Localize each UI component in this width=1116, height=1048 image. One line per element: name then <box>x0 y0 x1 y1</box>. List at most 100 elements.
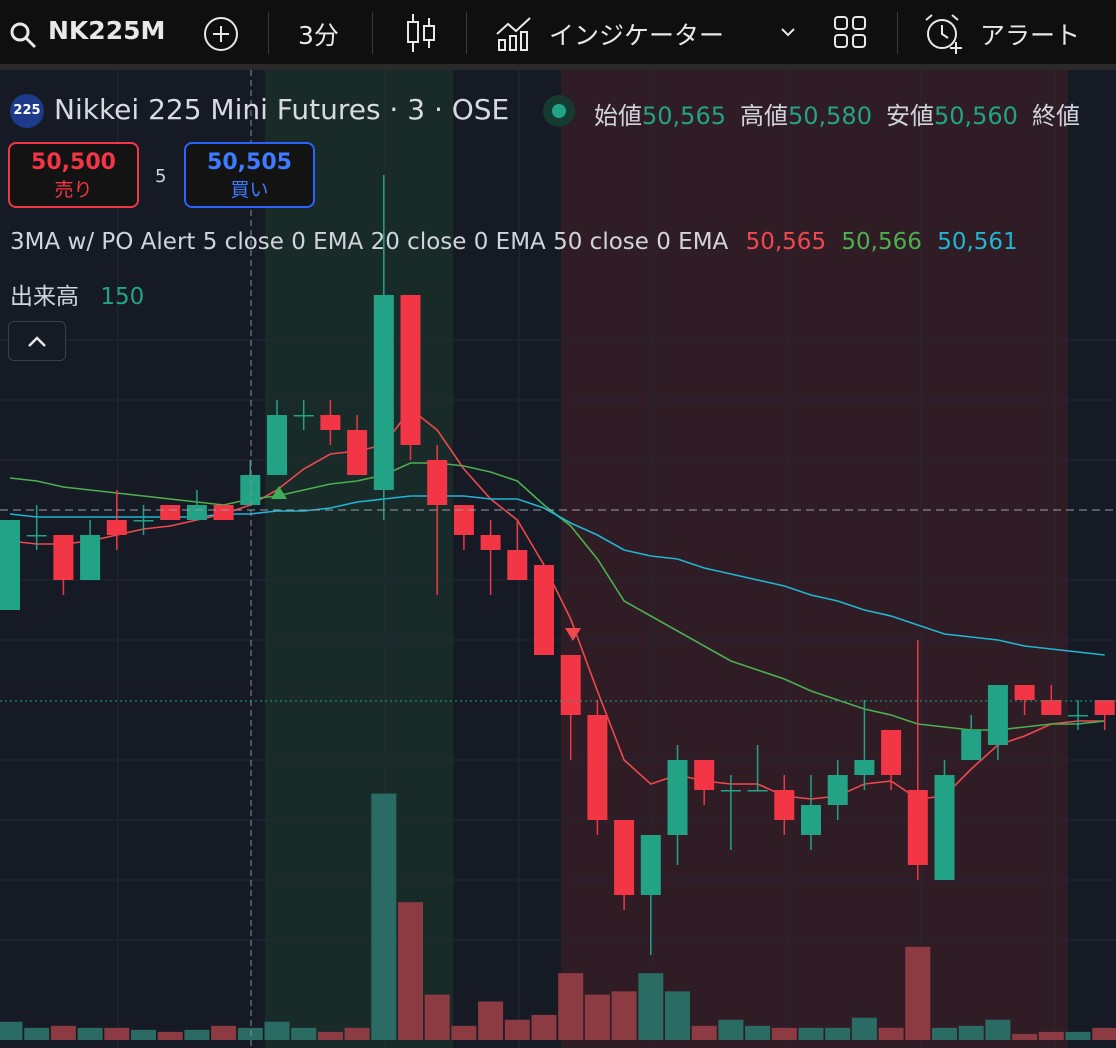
volume-bar <box>531 1014 557 1040</box>
volume-bar <box>1012 1033 1038 1040</box>
volume-bar <box>691 1025 717 1040</box>
candle-body <box>480 535 501 550</box>
volume-bar <box>131 1029 156 1040</box>
candle-body <box>0 520 20 610</box>
candle-body <box>320 415 341 430</box>
candle-body <box>213 505 234 520</box>
volume-bar <box>1092 1027 1116 1040</box>
collapse-button[interactable] <box>8 321 66 361</box>
volume-bar <box>665 991 690 1040</box>
volume-value: 150 <box>100 284 145 310</box>
candle-body <box>560 655 581 715</box>
dropdown[interactable] <box>779 26 797 40</box>
candle-body <box>373 295 394 490</box>
volume-bar <box>825 1027 851 1040</box>
volume-bar <box>478 1001 504 1040</box>
indicator-value: 50,566 <box>841 229 922 255</box>
volume-bar <box>798 1027 824 1040</box>
candle-body <box>774 790 795 820</box>
candle-body <box>106 520 127 535</box>
volume-bar <box>264 1021 290 1040</box>
indicators-button[interactable]: インジケーター <box>549 21 725 50</box>
chart-type[interactable] <box>404 12 438 54</box>
volume-bar <box>745 1025 771 1040</box>
volume-bar <box>985 1019 1011 1040</box>
candle-body <box>801 805 821 835</box>
search-icon[interactable] <box>8 20 38 50</box>
candle-body <box>1041 700 1062 715</box>
volume-bar <box>77 1027 103 1040</box>
candle-body <box>987 685 1008 745</box>
volume-bar <box>24 1027 50 1040</box>
candle-layer <box>0 175 1115 955</box>
volume-bar <box>237 1027 263 1040</box>
signal-zone-buy <box>265 70 453 1048</box>
candle-body <box>534 565 554 655</box>
ohlc-value: 50,560 <box>933 102 1018 130</box>
volume-bar <box>851 1017 877 1040</box>
layout-icon[interactable] <box>833 15 869 51</box>
candle-body <box>854 760 875 775</box>
separator <box>268 12 269 54</box>
volume-bar <box>398 902 423 1040</box>
candle-body <box>667 760 688 835</box>
indicator-icon[interactable] <box>494 14 534 52</box>
ohlc-label: 終値 <box>1031 102 1080 130</box>
sell-signal <box>565 628 581 641</box>
separator <box>897 12 898 54</box>
symbol-title: Nikkei 225 Mini Futures · 3 · OSE <box>54 93 510 126</box>
ohlc-label: 高値 <box>739 102 788 130</box>
candle-body <box>961 730 982 760</box>
volume-bar <box>317 1031 343 1040</box>
toolbar: NK225M 3分 インジケーター アラート <box>0 0 1116 70</box>
candle-body <box>587 715 608 820</box>
candle-body <box>133 520 154 522</box>
indicator-value: 50,561 <box>937 229 1018 255</box>
interval[interactable]: 3分 <box>298 21 339 50</box>
volume-bar <box>104 1027 130 1040</box>
candle-body <box>347 430 368 475</box>
symbol[interactable]: NK225M <box>48 16 166 45</box>
separator <box>466 12 467 54</box>
buy-button[interactable]: 50,505 買い <box>184 142 315 208</box>
add-symbol[interactable] <box>201 16 241 52</box>
sell-button[interactable]: 50,500 売り <box>8 142 139 208</box>
volume-bar <box>611 991 637 1040</box>
volume-bar <box>50 1025 76 1040</box>
candle-body <box>1014 685 1035 700</box>
spread: 5 <box>155 166 167 187</box>
candle-body <box>53 535 74 580</box>
buy-label: 買い <box>230 179 269 201</box>
volume-layer <box>0 793 1116 1040</box>
ohlc-label: 安値 <box>885 102 934 130</box>
alert-button[interactable]: アラート <box>980 21 1081 50</box>
candle-body <box>720 790 741 792</box>
candle-body <box>453 505 474 535</box>
candle-body <box>240 475 261 505</box>
volume-bar <box>584 994 610 1040</box>
volume-bar <box>958 1025 984 1040</box>
candle-body <box>907 790 928 865</box>
candle-body <box>1068 715 1088 717</box>
volume-bar <box>424 994 450 1040</box>
symbol-badge: 225 <box>10 94 44 128</box>
candle-body <box>614 820 635 895</box>
alert-icon[interactable] <box>922 12 966 56</box>
sell-price: 50,500 <box>31 150 116 175</box>
volume-bar <box>771 1027 797 1040</box>
volume-bar <box>157 1031 183 1040</box>
candle-body <box>827 775 848 805</box>
candle-body <box>186 505 207 520</box>
candle-body <box>1094 700 1115 715</box>
collapse-icon <box>28 336 46 347</box>
volume-legend: 出来高 150 <box>10 277 144 311</box>
volume-bar <box>0 1021 23 1040</box>
candle-body <box>400 295 421 445</box>
candle-body <box>26 535 47 537</box>
buy-signal <box>271 486 287 499</box>
volume-bar <box>638 973 664 1040</box>
volume-label: 出来高 <box>10 284 79 310</box>
volume-bar <box>291 1027 317 1040</box>
